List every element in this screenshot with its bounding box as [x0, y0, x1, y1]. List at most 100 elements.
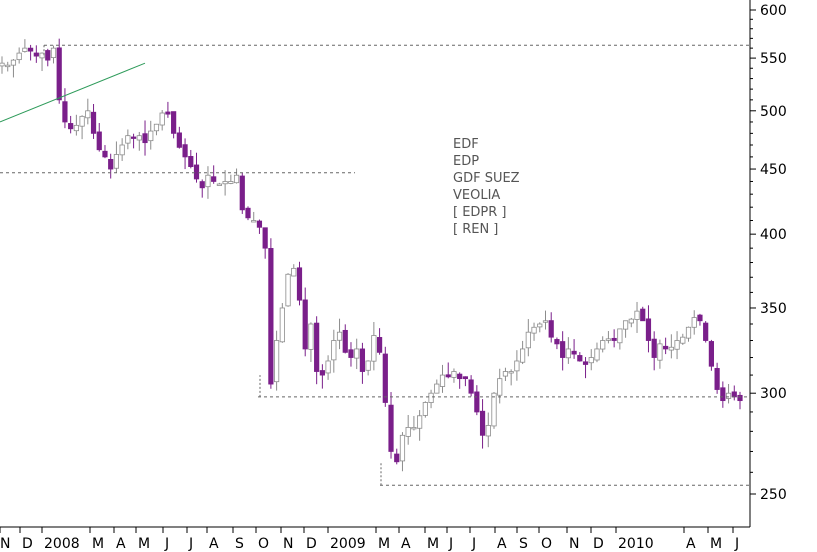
candle-body: [262, 227, 268, 249]
candle-body: [5, 64, 11, 68]
candle-body: [113, 154, 120, 169]
candle-body: [548, 320, 554, 338]
candle-body: [680, 336, 686, 344]
candle-body: [691, 317, 697, 328]
candle-body: [171, 111, 177, 134]
candle-body: [342, 329, 348, 353]
candle-body: [62, 101, 68, 123]
trend-line: [0, 62, 146, 123]
candle-body: [199, 181, 205, 189]
x-tick-label: A: [686, 536, 696, 552]
candle-body: [685, 326, 692, 339]
candle-body: [73, 124, 79, 132]
candle-body: [663, 345, 669, 350]
y-tick-label: 550: [760, 51, 787, 67]
candle-body: [531, 326, 537, 334]
candle-body: [617, 328, 623, 344]
candle-body: [520, 348, 526, 363]
candle-body: [634, 310, 640, 320]
x-tick-label: O: [258, 536, 269, 552]
candle-body: [130, 136, 137, 139]
candle-body: [537, 323, 543, 328]
candle-body: [176, 132, 182, 148]
legend-item: [ REN ]: [453, 222, 498, 237]
candle-body: [159, 112, 165, 126]
legend: EDF EDP GDF SUEZ VEOLIA [ EDPR ] [ REN ]: [453, 137, 520, 237]
x-tick-label: N: [0, 536, 10, 552]
candle-body: [182, 144, 188, 158]
candle-body: [16, 52, 22, 61]
candle-body: [314, 322, 320, 372]
candle-body: [428, 392, 434, 403]
candle-body: [399, 434, 406, 462]
candle-body: [611, 337, 617, 341]
candle-body: [594, 348, 600, 361]
x-tick-label: A: [497, 536, 507, 552]
candle-body: [119, 144, 125, 156]
candle-body: [239, 175, 245, 211]
candle-body: [22, 47, 28, 52]
candle-body: [434, 383, 440, 394]
candle-body: [85, 110, 91, 119]
candle-body: [33, 52, 39, 57]
candle-body: [56, 47, 62, 101]
x-tick-label: J: [471, 536, 476, 552]
y-tick-label: 250: [760, 487, 787, 503]
candle-body: [554, 339, 560, 345]
y-tick-label: 450: [760, 162, 787, 178]
candle-body: [657, 343, 663, 361]
candle-body: [622, 320, 629, 330]
candle-body: [457, 373, 463, 380]
candle-body: [588, 357, 594, 364]
candle-body: [50, 47, 57, 59]
candle-body: [720, 387, 726, 402]
candle-body: [142, 133, 148, 144]
candle-body: [365, 360, 371, 371]
candle-body: [222, 181, 228, 185]
candle-body: [697, 314, 703, 322]
candle-body: [136, 135, 142, 141]
candle-body: [188, 156, 194, 167]
candle-body: [731, 391, 737, 398]
candle-body: [256, 220, 263, 228]
legend-item: [ EDPR ]: [453, 205, 507, 220]
y-tick-label: 300: [760, 386, 787, 402]
candle-body: [279, 307, 285, 343]
x-tick-label: N: [569, 536, 579, 552]
candle-body: [90, 111, 97, 134]
candle-body: [703, 322, 709, 341]
candle-body: [165, 111, 171, 115]
candle-body: [245, 207, 251, 219]
candle-body: [462, 376, 468, 380]
candle-body: [417, 415, 423, 429]
x-tick-label: A: [116, 536, 126, 552]
x-axis: N D 2008 M A M J J A S O N D 2009 M A M J J A S O N D 2010 A M J: [0, 527, 739, 552]
candle-body: [336, 331, 343, 341]
candle-body: [725, 392, 732, 399]
candle-body: [45, 50, 51, 61]
y-axis: 600 550 500 450 400 350 300 250: [750, 3, 787, 503]
x-tick-label: A: [209, 536, 219, 552]
candle-body: [571, 350, 577, 355]
x-tick-label: J: [188, 536, 193, 552]
candle-body: [319, 370, 325, 376]
candle-body: [560, 341, 566, 358]
candle-body: [216, 183, 222, 186]
candle-body: [737, 394, 743, 402]
candle-body: [502, 371, 509, 377]
candle-body: [308, 323, 314, 350]
candle-body: [102, 150, 108, 158]
candle-body: [0, 62, 5, 67]
candle-body: [325, 360, 331, 374]
x-tick-label: N: [283, 536, 293, 552]
candle-body: [600, 340, 606, 350]
candle-body: [193, 164, 200, 180]
legend-item: EDF: [453, 137, 479, 152]
candle-body: [148, 130, 154, 142]
x-tick-label: J: [164, 536, 169, 552]
candle-body: [451, 371, 457, 378]
candle-body: [405, 427, 411, 437]
candle-body: [474, 391, 480, 413]
candle-body: [28, 47, 34, 52]
